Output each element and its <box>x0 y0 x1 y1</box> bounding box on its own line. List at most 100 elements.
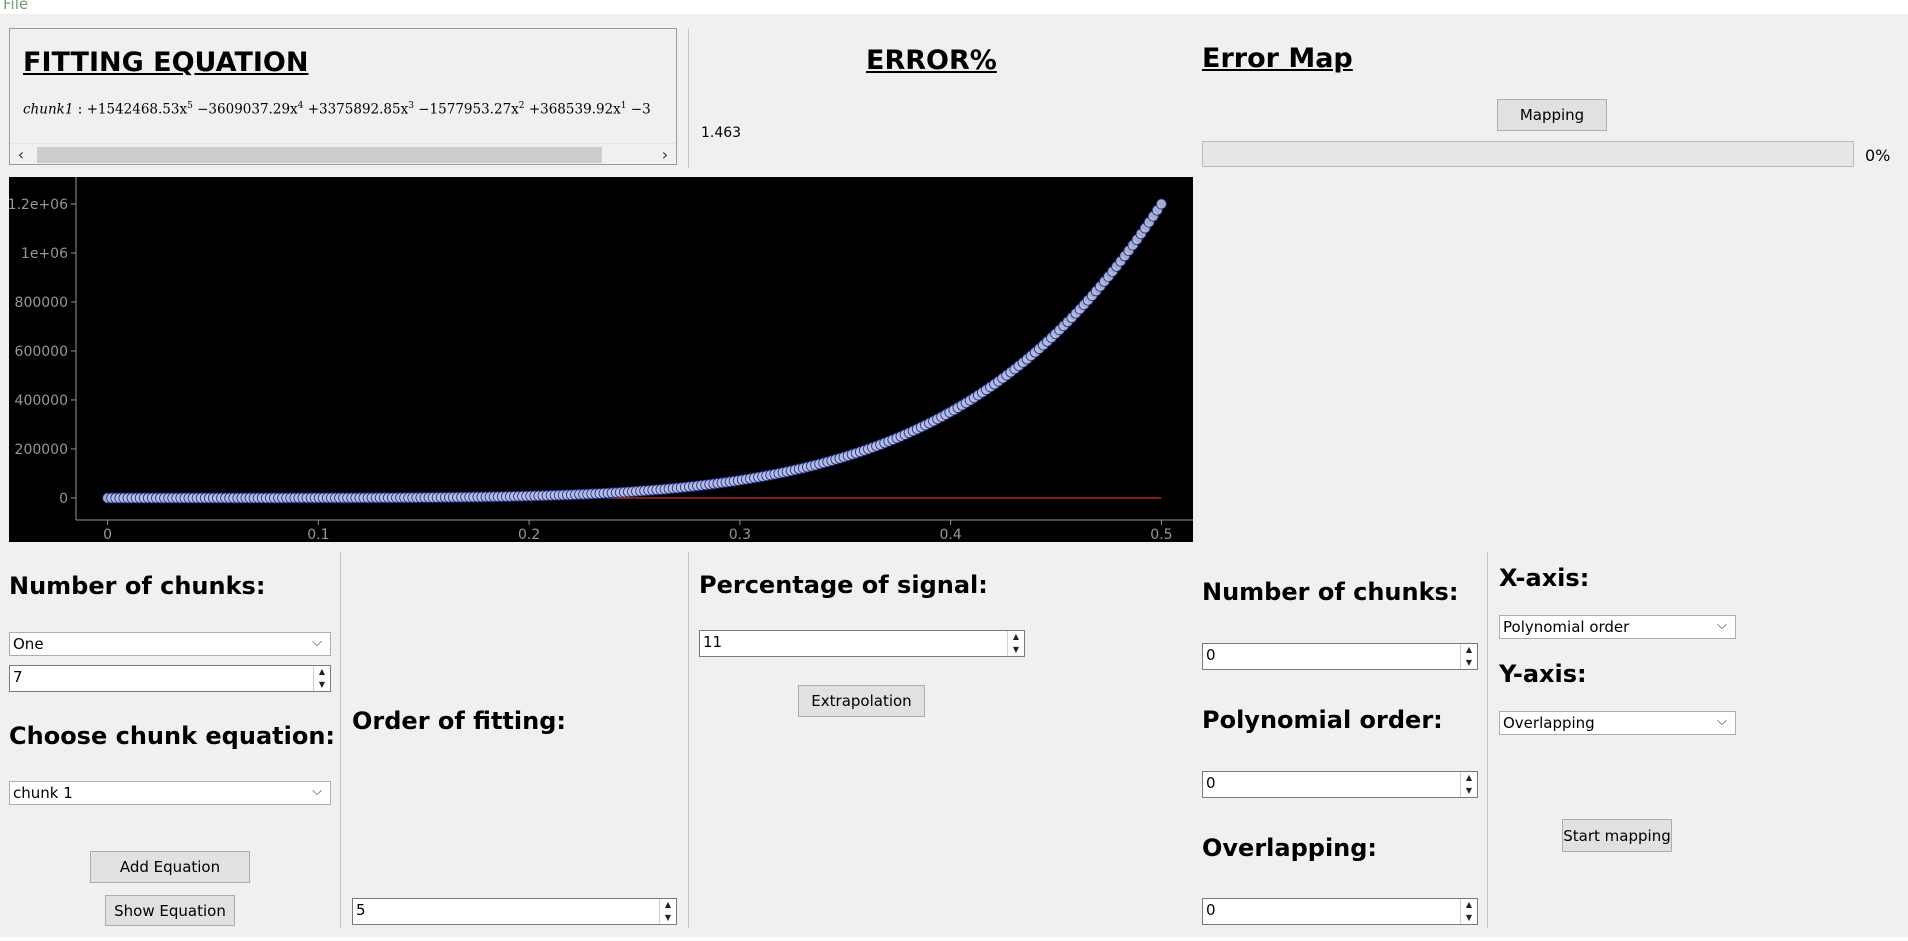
spin-buttons[interactable]: ▲ ▼ <box>1007 631 1024 656</box>
equation-panel: FITTING EQUATION chunk1 : +1542468.53x5 … <box>9 28 677 165</box>
x-tick-label: 0.3 <box>729 527 751 542</box>
equation-term: +1542468.53x <box>86 101 188 118</box>
x-tick-label: 0.5 <box>1150 527 1172 542</box>
spin-buttons[interactable]: ▲ ▼ <box>659 899 676 924</box>
equation-term: −3609037.29x <box>197 101 298 118</box>
spin-buttons[interactable]: ▲ ▼ <box>313 666 330 691</box>
chevron-down-icon: ⌵ <box>1717 618 1727 633</box>
error-value: 1.463 <box>701 125 742 141</box>
order-label: Order of fitting: <box>352 707 566 735</box>
mapping-button[interactable]: Mapping <box>1497 99 1607 131</box>
y-tick-label: 0 <box>59 491 68 507</box>
equation-title: FITTING EQUATION <box>23 47 309 78</box>
spin-down-icon[interactable]: ▼ <box>1465 785 1473 795</box>
spin-up-icon[interactable]: ▲ <box>664 900 672 909</box>
map-chunks-value: 0 <box>1206 646 1216 664</box>
equation-exponent: 3 <box>408 101 414 111</box>
spin-down-icon[interactable]: ▼ <box>1465 912 1473 922</box>
error-title: ERROR% <box>866 45 997 76</box>
spin-down-icon[interactable]: ▼ <box>664 912 672 922</box>
y-axis-combo[interactable]: Overlapping ⌵ <box>1499 711 1736 735</box>
chevron-down-icon: ⌵ <box>1717 714 1727 729</box>
poly-order-value: 0 <box>1206 774 1216 792</box>
overlapping-label: Overlapping: <box>1202 834 1378 862</box>
percentage-value: 11 <box>703 633 723 651</box>
extrapolation-button[interactable]: Extrapolation <box>798 685 925 717</box>
chunks-combo[interactable]: One ⌵ <box>9 632 331 656</box>
scroll-left-arrow-icon[interactable]: ‹ <box>17 145 25 164</box>
show-equation-button[interactable]: Show Equation <box>105 895 235 926</box>
spin-up-icon[interactable]: ▲ <box>1465 773 1473 782</box>
separator <box>1487 552 1488 928</box>
equation-exponent: 1 <box>620 101 627 111</box>
equation-term: −3 <box>630 101 651 118</box>
y-tick-label: 600000 <box>15 344 68 360</box>
choose-chunk-value: chunk 1 <box>13 784 73 802</box>
map-chunks-spinbox[interactable]: 0 ▲ ▼ <box>1202 643 1478 670</box>
menu-bar <box>0 0 1908 14</box>
x-axis-combo[interactable]: Polynomial order ⌵ <box>1499 615 1736 639</box>
chevron-down-icon: ⌵ <box>312 784 322 799</box>
chunks-spin-value: 7 <box>13 668 23 686</box>
add-equation-button[interactable]: Add Equation <box>90 851 250 883</box>
y-tick-label: 1.2e+06 <box>9 197 68 213</box>
spin-down-icon[interactable]: ▼ <box>1465 657 1473 667</box>
spin-up-icon[interactable]: ▲ <box>1465 900 1473 909</box>
order-spinbox[interactable]: 5 ▲ ▼ <box>352 898 677 925</box>
equation-horizontal-scrollbar[interactable]: ‹ › <box>10 143 676 164</box>
y-tick-label: 200000 <box>15 442 68 458</box>
x-tick-label: 0.2 <box>518 527 540 542</box>
spin-buttons[interactable]: ▲ ▼ <box>1460 772 1477 797</box>
progress-label: 0% <box>1865 146 1891 165</box>
chunks-combo-value: One <box>13 635 44 653</box>
signal-plot: 0 200000 400000 600000 800000 1e+06 1.2e+06 0 0.… <box>9 177 1193 542</box>
poly-order-label: Polynomial order: <box>1202 706 1443 734</box>
y-tick-label: 1e+06 <box>21 246 68 262</box>
equation-exponent: 4 <box>297 101 304 111</box>
separator <box>688 28 689 168</box>
spin-up-icon[interactable]: ▲ <box>318 667 326 676</box>
scroll-right-arrow-icon[interactable]: › <box>661 145 669 164</box>
equation-term: +3375892.85x <box>307 101 409 118</box>
map-chunks-label: Number of chunks: <box>1202 578 1459 606</box>
spin-down-icon[interactable]: ▼ <box>318 679 326 689</box>
order-value: 5 <box>356 901 366 919</box>
equation-term: −1577953.27x <box>418 101 519 118</box>
menu-file[interactable]: File <box>3 0 29 13</box>
chunks-label: Number of chunks: <box>9 572 266 600</box>
separator <box>688 552 689 928</box>
x-tick-label: 0.4 <box>939 527 961 542</box>
spin-buttons[interactable]: ▲ ▼ <box>1460 644 1477 669</box>
x-tick-label: 0.1 <box>307 527 329 542</box>
scrollbar-thumb[interactable] <box>37 147 602 163</box>
x-tick-label: 0 <box>103 527 112 542</box>
x-axis-label: X-axis: <box>1499 564 1590 592</box>
mapping-progress-bar <box>1202 141 1854 167</box>
start-mapping-button[interactable]: Start mapping <box>1562 819 1672 852</box>
equation-text: chunk1 : +1542468.53x5 −3609037.29x4 +33… <box>23 101 651 118</box>
equation-term: +368539.92x <box>528 101 621 118</box>
equation-chunk-label: chunk1 <box>23 101 74 118</box>
y-tick-label: 400000 <box>15 393 68 409</box>
choose-chunk-label: Choose chunk equation: <box>9 722 336 750</box>
signal-chart: 0 200000 400000 600000 800000 1e+06 1.2e+06 0 0.… <box>9 177 1193 542</box>
spin-down-icon[interactable]: ▼ <box>1012 644 1020 654</box>
poly-order-spinbox[interactable]: 0 ▲ ▼ <box>1202 771 1478 798</box>
separator <box>340 552 341 928</box>
overlapping-spinbox[interactable]: 0 ▲ ▼ <box>1202 898 1478 925</box>
error-map-title: Error Map <box>1202 43 1353 74</box>
spin-buttons[interactable]: ▲ ▼ <box>1460 899 1477 924</box>
overlapping-value: 0 <box>1206 901 1216 919</box>
x-axis-value: Polynomial order <box>1503 618 1630 636</box>
chevron-down-icon: ⌵ <box>312 635 322 650</box>
y-axis-value: Overlapping <box>1503 714 1595 732</box>
spin-up-icon[interactable]: ▲ <box>1012 632 1020 641</box>
data-point <box>1155 198 1167 210</box>
percentage-spinbox[interactable]: 11 ▲ ▼ <box>699 630 1025 657</box>
y-tick-label: 800000 <box>15 295 68 311</box>
spin-up-icon[interactable]: ▲ <box>1465 645 1473 654</box>
choose-chunk-combo[interactable]: chunk 1 ⌵ <box>9 781 331 805</box>
status-bar <box>0 937 1908 941</box>
equation-exponent: 2 <box>518 101 525 111</box>
chunks-spinbox[interactable]: 7 ▲ ▼ <box>9 665 331 692</box>
